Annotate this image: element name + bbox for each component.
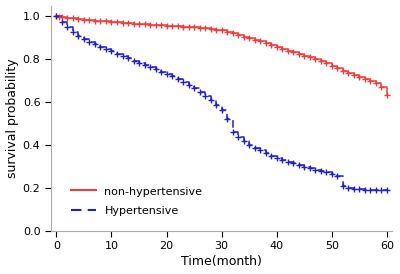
Legend: non-hypertensive, Hypertensive: non-hypertensive, Hypertensive [67, 181, 207, 221]
Y-axis label: survival probability: survival probability [6, 58, 18, 178]
X-axis label: Time(month): Time(month) [181, 255, 262, 269]
